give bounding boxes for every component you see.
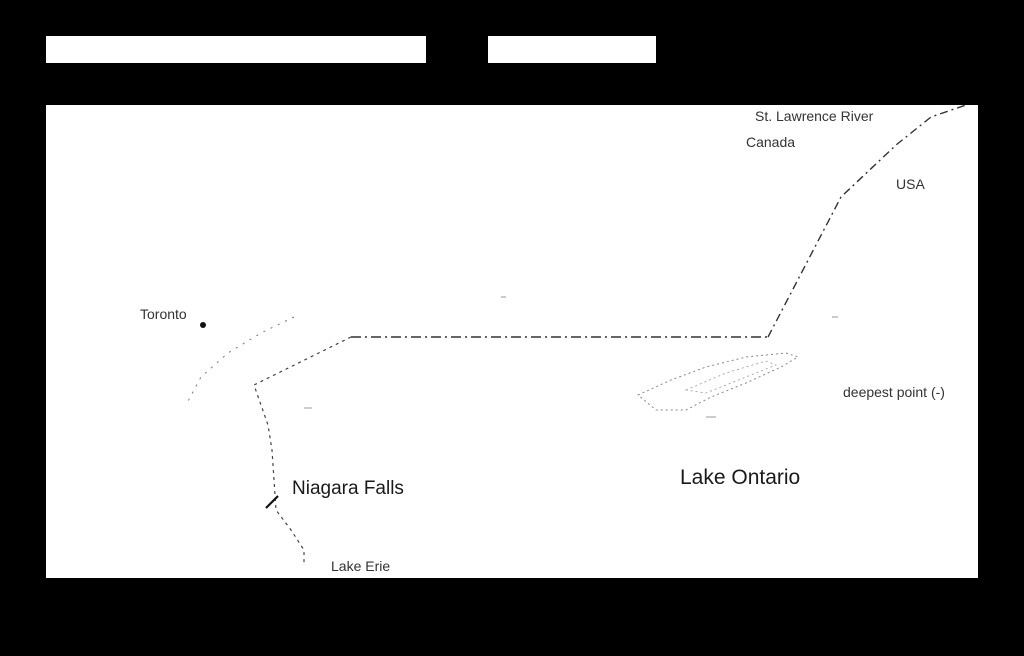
label-usa: USA: [896, 176, 925, 192]
title-bar-left: [46, 36, 426, 63]
west-shoreline: [253, 336, 352, 565]
label-lake-erie: Lake Erie: [331, 558, 391, 574]
map-panel[interactable]: St. Lawrence River Canada USA Toronto de…: [46, 105, 978, 578]
deep-area-outline: [637, 352, 800, 411]
label-toronto: Toronto: [140, 306, 187, 322]
boundary-line-ne: [767, 105, 967, 338]
city-dot-icon: [200, 322, 206, 328]
deep-area-inner: [684, 360, 778, 394]
north-shoreline: [185, 316, 295, 406]
label-canada: Canada: [746, 134, 796, 150]
title-bar-right: [488, 36, 656, 63]
label-st-lawrence: St. Lawrence River: [755, 108, 874, 124]
label-lake-ontario: Lake Ontario: [680, 466, 801, 489]
label-niagara-falls: Niagara Falls: [292, 478, 404, 499]
map-canvas: [185, 105, 967, 565]
label-deepest-point: deepest point (-): [843, 384, 945, 400]
falls-marker-icon: [265, 495, 279, 509]
